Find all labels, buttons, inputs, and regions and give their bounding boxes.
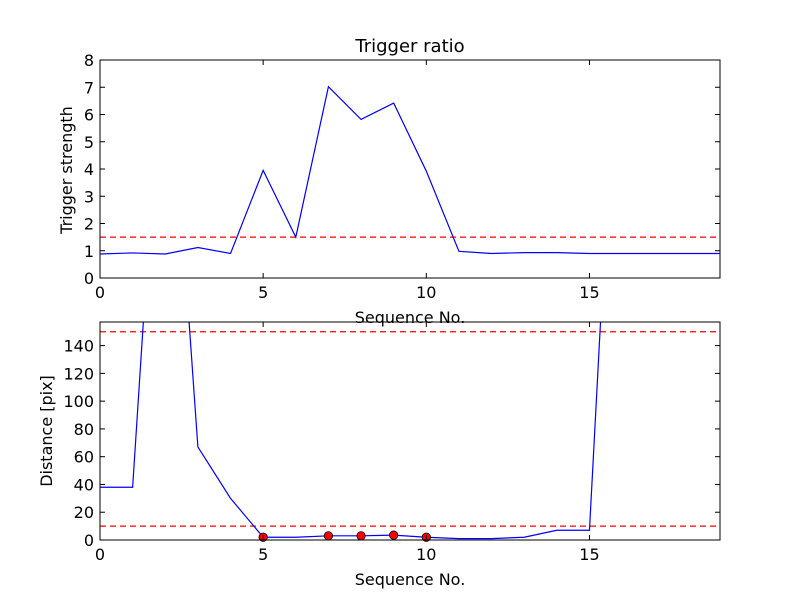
y-tick-label: 20	[74, 503, 94, 522]
data-marker	[356, 531, 366, 541]
x-tick-label: 5	[258, 283, 268, 302]
x-tick-label: 10	[416, 283, 436, 302]
y-tick-label: 1	[84, 242, 94, 261]
y-tick-label: 60	[74, 448, 94, 467]
chart-title: Trigger ratio	[354, 36, 464, 57]
y-tick-label: 6	[84, 106, 94, 125]
data-marker	[389, 530, 399, 540]
y-tick-label: 140	[63, 337, 94, 356]
y-tick-label: 2	[84, 215, 94, 234]
distance-chart: 0 5 10 15 0 20 40 60 80 100 120 140 Sequence No. Di…	[37, 321, 721, 589]
y-tick-label: 40	[74, 475, 94, 494]
x-tick-label: 15	[579, 283, 599, 302]
x-tick-label: 0	[95, 545, 105, 564]
x-tick-label: 15	[579, 545, 599, 564]
x-tick-label: 0	[95, 283, 105, 302]
y-tick-label: 7	[84, 78, 94, 97]
data-marker	[323, 531, 334, 541]
y-axis-label: Distance [pix]	[37, 375, 56, 487]
y-tick-label: 3	[84, 187, 94, 206]
y-tick-label: 0	[84, 531, 94, 550]
plot-frame	[99, 59, 721, 279]
series-line	[100, 85, 720, 255]
y-tick-label: 0	[84, 269, 94, 288]
y-tick-label: 4	[84, 160, 94, 179]
y-tick-label: 8	[84, 51, 94, 70]
x-tick-label: 10	[416, 545, 436, 564]
x-tick-label: 5	[258, 545, 268, 564]
x-axis-label: Sequence No.	[355, 308, 466, 327]
y-tick-label: 100	[63, 392, 94, 411]
x-axis-label: Sequence No.	[355, 570, 466, 589]
y-tick-label: 5	[84, 133, 94, 152]
y-axis-label: Trigger strength	[57, 106, 76, 235]
series-line	[100, 322, 602, 540]
plot-frame	[99, 321, 721, 541]
y-tick-label: 80	[74, 420, 94, 439]
trigger-ratio-chart: Trigger ratio 0 5 10 15 0 1 2 3 4 5 6 7 8 Sequence N…	[57, 36, 721, 327]
y-tick-label: 120	[63, 364, 94, 383]
